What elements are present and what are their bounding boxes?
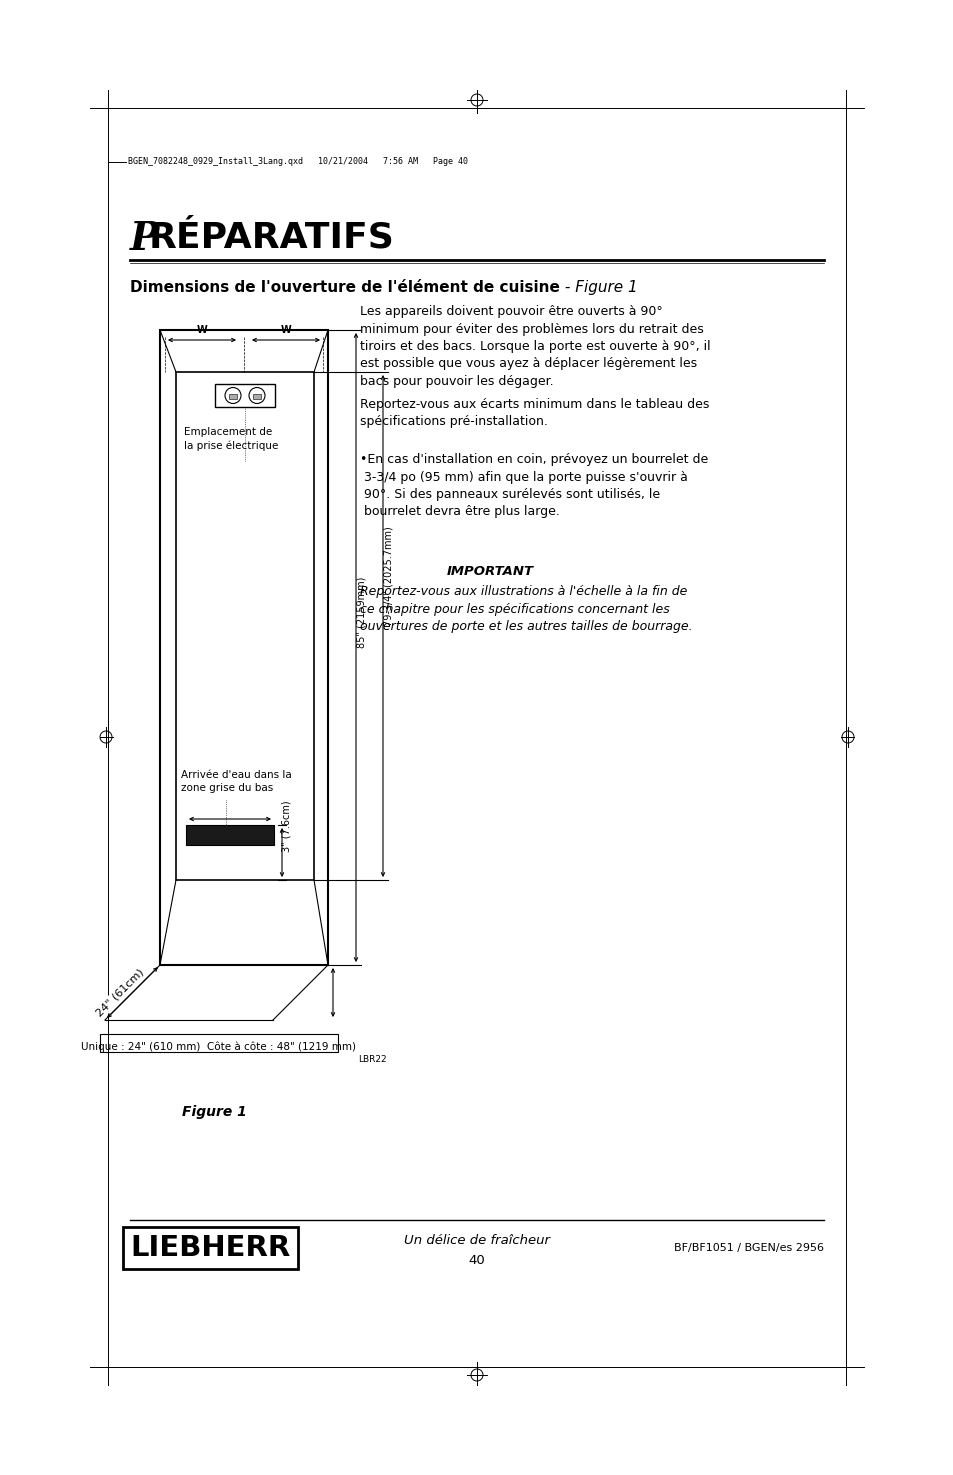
Bar — [229, 394, 236, 398]
Text: IMPORTANT: IMPORTANT — [446, 565, 533, 578]
Text: 3" (7.6cm): 3" (7.6cm) — [282, 801, 292, 853]
Bar — [253, 394, 261, 398]
Text: 85" (2159mm): 85" (2159mm) — [356, 577, 367, 648]
Text: Arrivée d'eau dans la
zone grise du bas: Arrivée d'eau dans la zone grise du bas — [181, 770, 292, 794]
Text: BF/BF1051 / BGEN/es 2956: BF/BF1051 / BGEN/es 2956 — [673, 1243, 823, 1252]
Circle shape — [249, 388, 265, 404]
Text: Les appareils doivent pouvoir être ouverts à 90°
minimum pour éviter des problèm: Les appareils doivent pouvoir être ouver… — [359, 305, 710, 388]
Text: Reportez-vous aux écarts minimum dans le tableau des
spécifications pré-installa: Reportez-vous aux écarts minimum dans le… — [359, 398, 709, 429]
Bar — [186, 825, 274, 845]
Bar — [160, 330, 328, 965]
Text: - Figure 1: - Figure 1 — [559, 280, 638, 295]
Text: BGEN_7082248_0929_Install_3Lang.qxd   10/21/2004   7:56 AM   Page 40: BGEN_7082248_0929_Install_3Lang.qxd 10/2… — [128, 158, 468, 167]
Text: Dimensions de l'ouverture de l'élément de cuisine: Dimensions de l'ouverture de l'élément d… — [130, 280, 559, 295]
Text: Emplacement de
la prise électrique: Emplacement de la prise électrique — [184, 426, 278, 451]
Bar — [175, 372, 314, 881]
Text: LBR22: LBR22 — [357, 1056, 386, 1065]
Text: 24" (61cm): 24" (61cm) — [94, 966, 146, 1018]
Bar — [100, 1034, 337, 1052]
Text: RÉPARATIFS: RÉPARATIFS — [149, 221, 395, 255]
Text: LIEBHERR: LIEBHERR — [130, 1235, 290, 1263]
Text: W: W — [280, 324, 291, 335]
Text: 40: 40 — [468, 1254, 485, 1267]
Text: Un délice de fraîcheur: Un délice de fraîcheur — [403, 1233, 550, 1246]
Bar — [214, 384, 274, 407]
Text: Unique : 24" (610 mm)  Côte à côte : 48" (1219 mm): Unique : 24" (610 mm) Côte à côte : 48" … — [81, 1041, 356, 1052]
Text: 79-3/4" (2025.7mm): 79-3/4" (2025.7mm) — [384, 527, 394, 625]
Text: Reportez-vous aux illustrations à l'échelle à la fin de
ce chapitre pour les spé: Reportez-vous aux illustrations à l'éche… — [359, 586, 692, 633]
Circle shape — [225, 388, 241, 404]
Text: W: W — [196, 324, 207, 335]
Text: Figure 1: Figure 1 — [181, 1105, 246, 1120]
Text: P: P — [130, 220, 159, 258]
Text: •En cas d'installation en coin, prévoyez un bourrelet de
 3-3/4 po (95 mm) afin : •En cas d'installation en coin, prévoyez… — [359, 453, 707, 519]
